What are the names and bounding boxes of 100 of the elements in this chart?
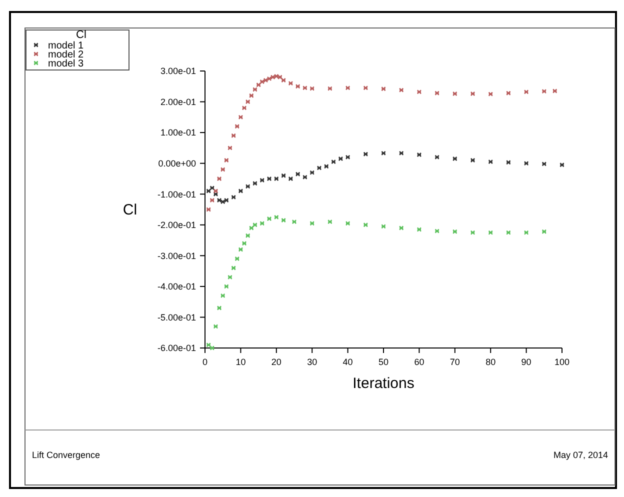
text: Lift Convergence xyxy=(32,450,100,460)
point xyxy=(220,293,226,298)
point xyxy=(434,90,440,96)
x-tick-label: 10 xyxy=(236,357,246,367)
point xyxy=(316,166,322,170)
point xyxy=(260,220,265,226)
point xyxy=(345,86,350,90)
point xyxy=(206,207,211,212)
point xyxy=(220,167,226,172)
point xyxy=(216,198,222,203)
x-tick-label: 20 xyxy=(271,357,282,367)
point xyxy=(345,220,350,226)
x-tick-label: 0 xyxy=(202,357,208,367)
point xyxy=(234,124,240,129)
point xyxy=(560,162,564,168)
point xyxy=(470,230,476,235)
legend-label: model 1 xyxy=(48,40,84,52)
point xyxy=(238,247,244,252)
text: May 07, 2014 xyxy=(553,450,608,460)
point xyxy=(452,229,458,234)
point xyxy=(302,174,308,180)
point xyxy=(249,226,254,230)
point xyxy=(345,154,350,160)
y-axis-title: Cl xyxy=(122,202,138,218)
point xyxy=(260,178,265,183)
point xyxy=(295,172,300,177)
point xyxy=(381,224,386,229)
point xyxy=(488,230,493,235)
point xyxy=(228,146,232,150)
point xyxy=(274,74,279,79)
point xyxy=(216,176,222,182)
point xyxy=(238,114,244,120)
point xyxy=(228,274,232,280)
point xyxy=(506,230,511,235)
point xyxy=(381,86,386,92)
point xyxy=(245,184,250,189)
point xyxy=(310,170,314,175)
point xyxy=(363,152,368,156)
point xyxy=(506,160,511,165)
point xyxy=(488,159,493,164)
point xyxy=(242,240,247,246)
point xyxy=(216,306,222,310)
x-tick-label: 30 xyxy=(307,357,318,367)
y-tick-label: 0.00e+00 xyxy=(158,158,196,168)
x-tick-label: 80 xyxy=(486,357,496,367)
point xyxy=(302,86,308,90)
point xyxy=(292,219,297,224)
point xyxy=(274,214,279,220)
point xyxy=(252,222,258,228)
y-tick-label: -1.00e-01 xyxy=(157,189,196,200)
point xyxy=(266,176,272,182)
point xyxy=(552,88,558,94)
point xyxy=(452,91,458,96)
point xyxy=(263,78,268,83)
point xyxy=(281,173,286,178)
point xyxy=(398,88,404,92)
point xyxy=(542,229,547,234)
point xyxy=(260,79,265,84)
point xyxy=(206,342,211,348)
x-axis-title: Iterations xyxy=(352,375,414,392)
point xyxy=(266,216,272,222)
point xyxy=(234,256,240,262)
x-tick-label: 70 xyxy=(450,357,460,367)
point xyxy=(213,188,218,194)
point xyxy=(363,222,368,228)
point xyxy=(331,159,336,164)
point xyxy=(266,76,272,82)
x-tick-label: 50 xyxy=(378,357,389,367)
point xyxy=(231,133,236,138)
point xyxy=(381,150,386,156)
point xyxy=(542,162,547,166)
point xyxy=(542,88,547,94)
point xyxy=(220,199,226,204)
point xyxy=(245,99,250,104)
point xyxy=(281,218,286,223)
point xyxy=(488,92,493,96)
point xyxy=(470,158,476,163)
point xyxy=(470,91,476,96)
point xyxy=(416,152,422,158)
y-tick-label: -4.00e-01 xyxy=(157,282,196,292)
point xyxy=(238,188,244,194)
legend-label: model 2 xyxy=(48,50,84,60)
point xyxy=(524,90,529,94)
x-tick-label: 40 xyxy=(342,357,353,367)
point xyxy=(224,198,229,203)
point xyxy=(524,230,529,235)
y-tick-label: -5.00e-01 xyxy=(157,312,196,322)
point xyxy=(206,188,211,194)
point xyxy=(249,93,254,98)
point xyxy=(328,219,332,224)
point xyxy=(398,150,404,156)
point xyxy=(231,266,236,270)
y-tick-label: -2.00e-01 xyxy=(157,220,196,230)
point xyxy=(416,227,422,232)
point xyxy=(242,106,247,110)
point xyxy=(288,176,294,182)
point xyxy=(506,90,511,96)
point xyxy=(213,192,218,197)
point xyxy=(310,86,314,91)
x-tick-label: 90 xyxy=(521,357,532,367)
